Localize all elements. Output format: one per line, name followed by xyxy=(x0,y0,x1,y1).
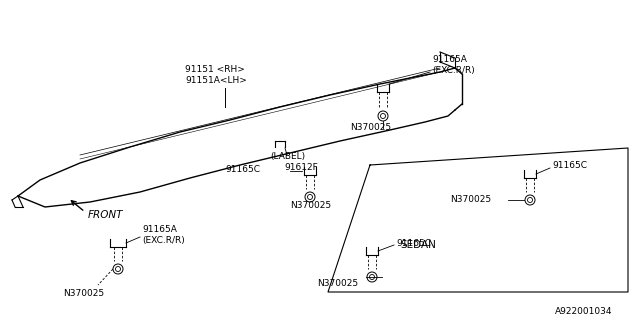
Text: 91165C: 91165C xyxy=(225,165,260,174)
Text: SEDAN: SEDAN xyxy=(400,240,436,250)
Text: N370025: N370025 xyxy=(350,123,391,132)
Text: 91165A
(EXC.R/R): 91165A (EXC.R/R) xyxy=(142,225,185,245)
Text: 91165C: 91165C xyxy=(552,162,587,171)
Text: N370025: N370025 xyxy=(63,289,104,298)
Text: FRONT: FRONT xyxy=(88,210,124,220)
Text: (LABEL): (LABEL) xyxy=(270,153,305,162)
Text: N370025: N370025 xyxy=(317,278,358,287)
Text: 91612F: 91612F xyxy=(284,163,317,172)
Text: N370025: N370025 xyxy=(290,201,331,210)
Text: A922001034: A922001034 xyxy=(555,308,612,316)
Text: N370025: N370025 xyxy=(450,196,491,204)
Text: 91151 <RH>
91151A<LH>: 91151 <RH> 91151A<LH> xyxy=(185,65,247,85)
Text: 91165C: 91165C xyxy=(396,238,431,247)
Text: 91165A
(EXC.R/R): 91165A (EXC.R/R) xyxy=(432,55,475,75)
